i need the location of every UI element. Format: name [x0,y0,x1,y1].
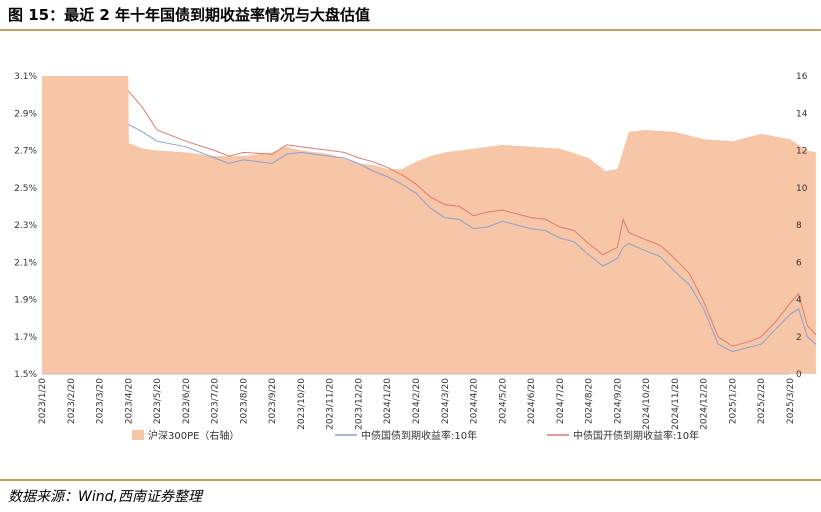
y-right-tick-label: 4 [796,296,802,306]
y-right-tick-label: 0 [796,370,802,380]
y-left-tick-label: 1.9% [14,296,37,306]
y-right-tick-label: 8 [796,221,802,231]
x-tick-label: 2025/3/20 [786,378,796,424]
x-tick-label: 2024/3/20 [441,378,451,424]
x-tick-label: 2024/4/20 [470,378,480,424]
y-left-tick-label: 2.5% [14,184,37,194]
x-tick-label: 2023/4/20 [124,378,134,424]
cdb-10y-yield-line [127,90,817,347]
y-right-tick-label: 2 [796,333,802,343]
x-tick-label: 2024/11/20 [671,378,681,430]
y-right-tick-label: 12 [796,147,807,157]
y-right-tick-label: 6 [796,258,802,268]
y-right-tick-label: 16 [796,72,808,82]
x-tick-label: 2024/8/20 [585,378,595,424]
yield-lines-layer [127,90,817,353]
y-left-tick-label: 2.7% [14,147,37,157]
pe-area-layer [42,76,816,374]
x-tick-label: 2023/11/20 [326,378,336,430]
x-tick-label: 2023/1/20 [38,378,48,424]
x-tick-label: 2025/1/20 [728,378,738,424]
x-tick-label: 2023/10/20 [297,378,307,430]
x-tick-label: 2024/7/20 [556,378,566,424]
x-tick-label: 2023/8/20 [239,378,249,424]
y-left-tick-label: 2.1% [14,258,37,268]
y-right-tick-label: 10 [796,184,808,194]
x-tick-label: 2023/9/20 [268,378,278,424]
footer-rule [0,479,821,481]
x-tick-label: 2024/2/20 [412,378,422,424]
x-tick-label: 2024/5/20 [498,378,508,424]
axes-layer: 1.5% 1.7% 1.9% 2.1% 2.3% 2.5% 2.7% 2.9% 3.1% 0 2 4 6… [14,72,808,430]
y-left-tick-label: 1.5% [14,370,37,380]
y-left-tick-label: 1.7% [14,333,37,343]
title-rule [0,29,821,31]
x-tick-label: 2024/9/20 [613,378,623,424]
legend-label: 中债国开债到期收益率:10年 [573,429,699,442]
legend-label: 沪深300PE（右轴） [148,429,239,442]
pe-area-series [42,76,816,374]
legend-swatch-pe [132,430,144,440]
x-tick-label: 2023/12/20 [354,378,364,430]
x-tick-label: 2023/3/20 [96,378,106,424]
y-right-tick-label: 14 [796,109,808,119]
x-tick-label: 2023/6/20 [182,378,192,424]
cgb-10y-yield-line [128,123,817,353]
legend: 沪深300PE（右轴） 中债国债到期收益率:10年 中债国开债到期收益率:10年 [132,429,699,442]
x-tick-label: 2024/1/20 [383,378,393,424]
y-left-tick-label: 2.3% [14,221,37,231]
y-left-tick-label: 2.9% [14,109,37,119]
x-tick-label: 2025/2/20 [757,378,767,424]
x-tick-label: 2023/7/20 [211,378,221,424]
x-tick-label: 2023/5/20 [153,378,163,424]
x-tick-label: 2024/12/20 [700,378,710,430]
x-tick-label: 2024/6/20 [527,378,537,424]
x-tick-label: 2024/10/20 [642,378,652,430]
source-note: 数据来源：Wind,西南证券整理 [8,489,202,505]
y-left-tick-label: 3.1% [14,72,37,82]
page-title: 图 15：最近 2 年十年国债到期收益率情况与大盘估值 [8,6,370,24]
x-tick-label: 2023/2/20 [67,378,77,424]
legend-label: 中债国债到期收益率:10年 [361,429,477,442]
